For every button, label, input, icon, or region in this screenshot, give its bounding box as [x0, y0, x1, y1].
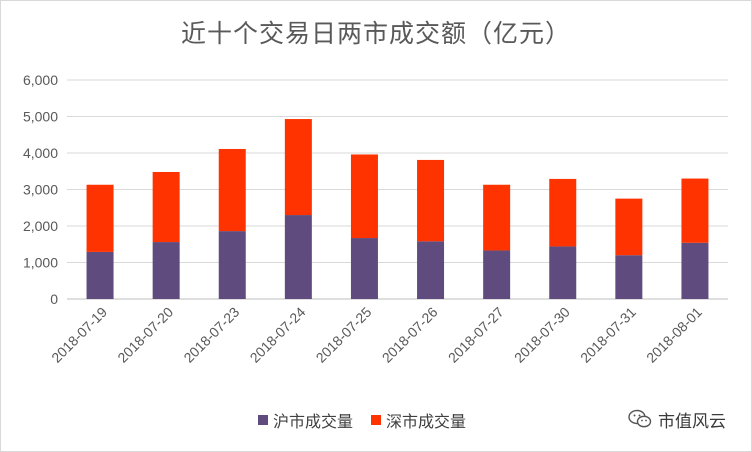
- bar-sz-2018-07-25: [350, 154, 378, 239]
- x-tick-label: 2018-07-26: [379, 304, 441, 366]
- x-tick-label: 2018-07-24: [247, 304, 309, 366]
- bar-sz-2018-07-31: [615, 198, 643, 256]
- chart-title: 近十个交易日两市成交额（亿元）: [180, 19, 571, 48]
- y-tick-label: 0: [50, 291, 58, 307]
- y-tick-label: 6,000: [23, 72, 58, 88]
- legend-label-sz: 深市成交量: [386, 412, 467, 431]
- bar-sz-2018-07-24: [284, 119, 312, 216]
- wechat-icon: [628, 409, 652, 428]
- bar-sh-2018-07-23: [218, 231, 246, 299]
- bar-sz-2018-08-01: [681, 178, 709, 243]
- legend: 沪市成交量 深市成交量: [258, 409, 484, 431]
- legend-swatch-sh: [258, 415, 268, 425]
- bar-sh-2018-07-25: [350, 238, 378, 299]
- x-axis-ticks: 2018-07-19 2018-07-20 2018-07-23 2018-07-24…: [48, 304, 705, 366]
- bar-sh-2018-07-30: [549, 246, 577, 299]
- bar-sz-2018-07-26: [417, 159, 445, 242]
- y-tick-label: 2,000: [23, 218, 58, 234]
- bar-sh-2018-07-24: [284, 215, 312, 299]
- y-tick-label: 4,000: [23, 145, 58, 161]
- legend-swatch-sz: [371, 415, 382, 425]
- bars: [86, 119, 709, 299]
- x-tick-label: 2018-07-23: [180, 304, 242, 366]
- y-tick-label: 5,000: [23, 109, 58, 125]
- x-tick-label: 2018-07-19: [48, 304, 110, 366]
- bar-sh-2018-07-20: [152, 242, 180, 299]
- watermark-text: 市值风云: [658, 411, 726, 432]
- bar-sh-2018-07-26: [417, 241, 445, 299]
- legend-item-sh: 沪市成交量: [258, 408, 353, 432]
- bar-sh-2018-07-31: [615, 255, 643, 299]
- watermark: 市值风云: [628, 407, 726, 432]
- x-tick-label: 2018-07-27: [445, 304, 507, 366]
- bar-sh-2018-08-01: [681, 242, 709, 299]
- x-tick-label: 2018-07-30: [511, 304, 573, 366]
- y-axis-ticks: 0 1,000 2,000 3,000 4,000 5,000 6,000: [23, 72, 58, 307]
- x-tick-label: 2018-07-25: [313, 304, 375, 366]
- bar-sz-2018-07-20: [152, 171, 180, 243]
- bar-sz-2018-07-23: [218, 148, 246, 232]
- bar-sz-2018-07-30: [549, 178, 577, 247]
- x-tick-label: 2018-07-31: [577, 304, 639, 366]
- bar-sh-2018-07-19: [86, 251, 114, 299]
- x-tick-label: 2018-07-20: [114, 304, 176, 366]
- bar-sh-2018-07-27: [483, 250, 511, 299]
- bar-sz-2018-07-27: [483, 184, 511, 251]
- x-tick-label: 2018-08-01: [643, 304, 705, 366]
- legend-item-sz: 深市成交量: [371, 408, 466, 432]
- y-tick-label: 1,000: [23, 255, 58, 271]
- bar-sz-2018-07-19: [86, 184, 114, 252]
- y-tick-label: 3,000: [23, 182, 58, 198]
- legend-label-sh: 沪市成交量: [273, 412, 354, 431]
